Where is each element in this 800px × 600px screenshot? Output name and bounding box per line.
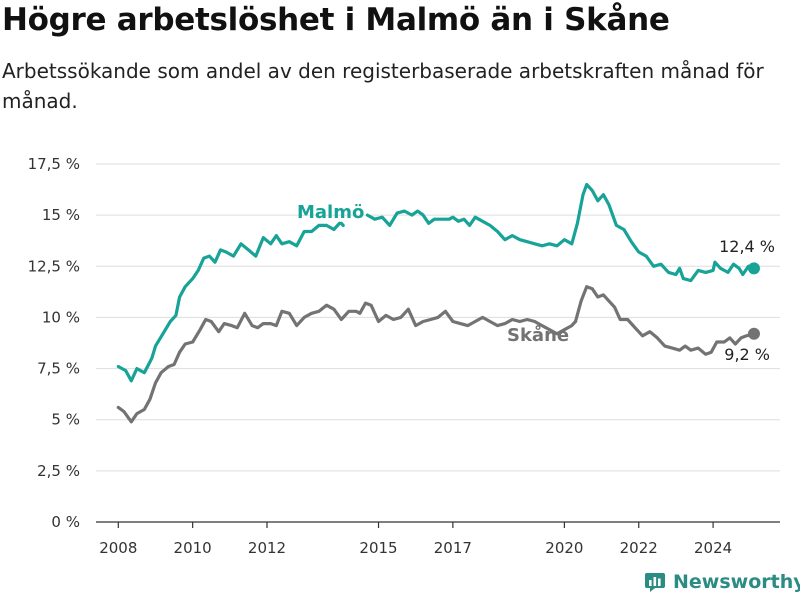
malmo-line xyxy=(365,182,756,283)
x-tick-label: 2012 xyxy=(248,539,286,557)
y-tick-label: 17,5 % xyxy=(28,155,80,173)
x-tick-label: 2024 xyxy=(694,539,732,557)
skane-end-point xyxy=(747,327,760,340)
newsworthy-logo: Newsworthy xyxy=(644,566,800,598)
y-tick-label: 5 % xyxy=(51,411,80,429)
malmo-line xyxy=(339,221,345,227)
malmo-end-label: 12,4 % xyxy=(719,237,775,256)
malmo-line xyxy=(116,221,342,383)
skane-line xyxy=(573,285,756,356)
y-tick-label: 2,5 % xyxy=(37,462,80,480)
x-tick-label: 2008 xyxy=(99,539,137,557)
y-tick-label: 7,5 % xyxy=(37,360,80,378)
series-lines xyxy=(116,182,760,424)
y-tick-label: 10 % xyxy=(42,308,80,326)
x-tick-label: 2020 xyxy=(545,539,583,557)
skane-line xyxy=(116,301,578,424)
bar-chart-logo-icon xyxy=(645,573,665,592)
malmo-series-label: Malmö xyxy=(297,202,364,223)
logo-text: Newsworthy xyxy=(673,571,800,593)
page-title: Högre arbetslöshet i Malmö än i Skåne xyxy=(2,2,670,38)
skane-end-label: 9,2 % xyxy=(724,345,770,364)
y-tick-label: 15 % xyxy=(42,206,80,224)
x-tick-label: 2015 xyxy=(359,539,397,557)
y-tick-label: 0 % xyxy=(51,513,80,531)
series-labels: Malmö Skåne 12,4 % 9,2 % xyxy=(297,202,775,364)
x-tick-label: 2010 xyxy=(174,539,212,557)
x-tick-label: 2022 xyxy=(620,539,658,557)
malmo-end-point xyxy=(747,262,760,275)
axes: 0 % 2,5 % 5 % 7,5 % 10 % 12,5 % 15 % 17,5 % 2008… xyxy=(28,155,780,557)
skane-series-label: Skåne xyxy=(507,324,569,346)
x-tick-label: 2017 xyxy=(434,539,472,557)
y-tick-label: 12,5 % xyxy=(28,257,80,275)
page-subtitle: Arbetssökande som andel av den registerb… xyxy=(2,59,764,113)
